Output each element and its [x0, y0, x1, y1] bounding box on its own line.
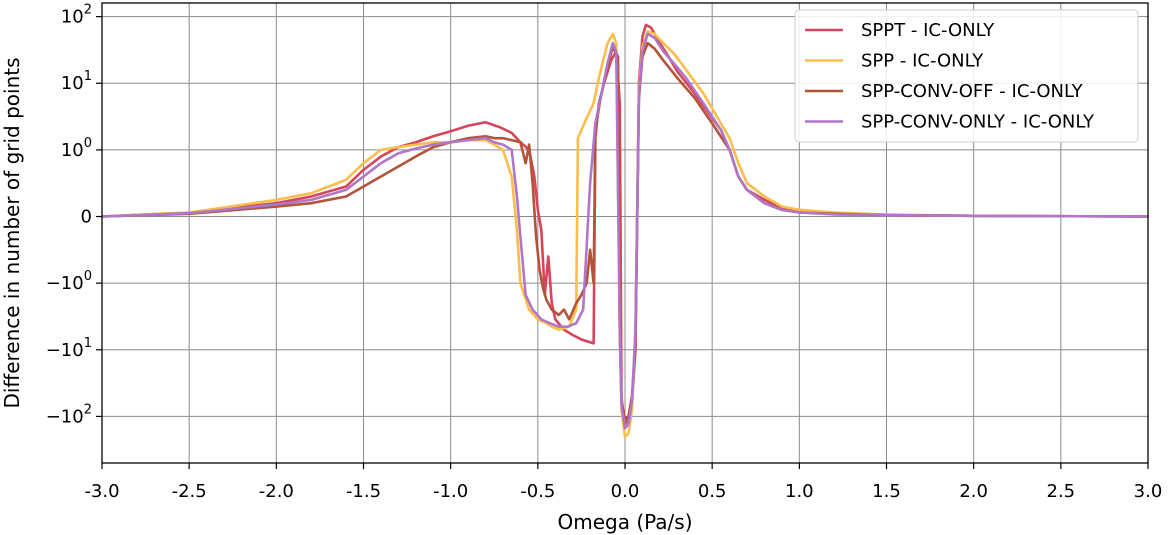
y-tick-label-base: 10 — [61, 140, 84, 161]
x-tick-label: -2.0 — [259, 481, 294, 502]
x-tick-label: 2.5 — [1047, 481, 1076, 502]
series-line-4 — [101, 32, 1149, 430]
legend-label: SPP - IC-ONLY — [861, 51, 984, 72]
y-tick-label: −102 — [46, 402, 92, 427]
y-tick-label-base: 10 — [61, 73, 84, 94]
legend-label: SPP-CONV-OFF - IC-ONLY — [861, 81, 1084, 102]
x-tick-label: 1.5 — [872, 481, 901, 502]
x-axis-ticks: -3.0 -2.5 -2.0 -1.5 -1.0 -0.5 0.0 0.5 1.0 1.5 2.0 2… — [84, 463, 1162, 502]
y-tick-label: 100 — [61, 136, 92, 161]
y-tick-label-base: 0 — [81, 207, 92, 228]
y-axis-title: Difference in number of grid points — [0, 57, 24, 408]
y-tick-label-base: −10 — [46, 406, 84, 427]
y-tick-label-exponent: 2 — [84, 3, 92, 18]
y-tick-label-base: −10 — [46, 340, 84, 361]
y-tick-label-exponent: 0 — [84, 269, 92, 284]
y-tick-label-base: −10 — [46, 273, 84, 294]
x-tick-label: 1.0 — [785, 481, 814, 502]
x-tick-label: -1.0 — [433, 481, 468, 502]
x-tick-label: -1.5 — [346, 481, 381, 502]
y-tick-label: −101 — [46, 336, 92, 361]
x-tick-label: 3.0 — [1134, 481, 1163, 502]
x-tick-label: 2.0 — [959, 481, 988, 502]
x-tick-label: 0.0 — [611, 481, 640, 502]
legend-box — [794, 9, 1139, 143]
y-tick-label: 102 — [61, 3, 92, 28]
x-tick-label: -0.5 — [520, 481, 555, 502]
legend: SPPT - IC-ONLY SPP - IC-ONLY SPP-CONV-OFF … — [794, 9, 1139, 143]
series-lines — [101, 23, 1149, 438]
x-tick-label: -2.5 — [172, 481, 207, 502]
y-tick-label-exponent: 2 — [84, 402, 92, 417]
x-axis-title: Omega (Pa/s) — [557, 510, 692, 534]
y-tick-label-exponent: 1 — [84, 69, 92, 84]
y-tick-label-exponent: 0 — [84, 136, 92, 151]
legend-label: SPPT - IC-ONLY — [861, 20, 995, 41]
series-line-2 — [101, 30, 1149, 438]
legend-label: SPP-CONV-ONLY - IC-ONLY — [861, 112, 1095, 133]
y-tick-label: 101 — [61, 69, 92, 94]
y-tick-label-base: 10 — [61, 7, 84, 28]
y-tick-label: −100 — [46, 269, 92, 294]
y-tick-label: 0 — [81, 207, 92, 228]
x-tick-label: -3.0 — [84, 481, 119, 502]
y-tick-label-exponent: 1 — [84, 336, 92, 351]
x-tick-label: 0.5 — [698, 481, 727, 502]
